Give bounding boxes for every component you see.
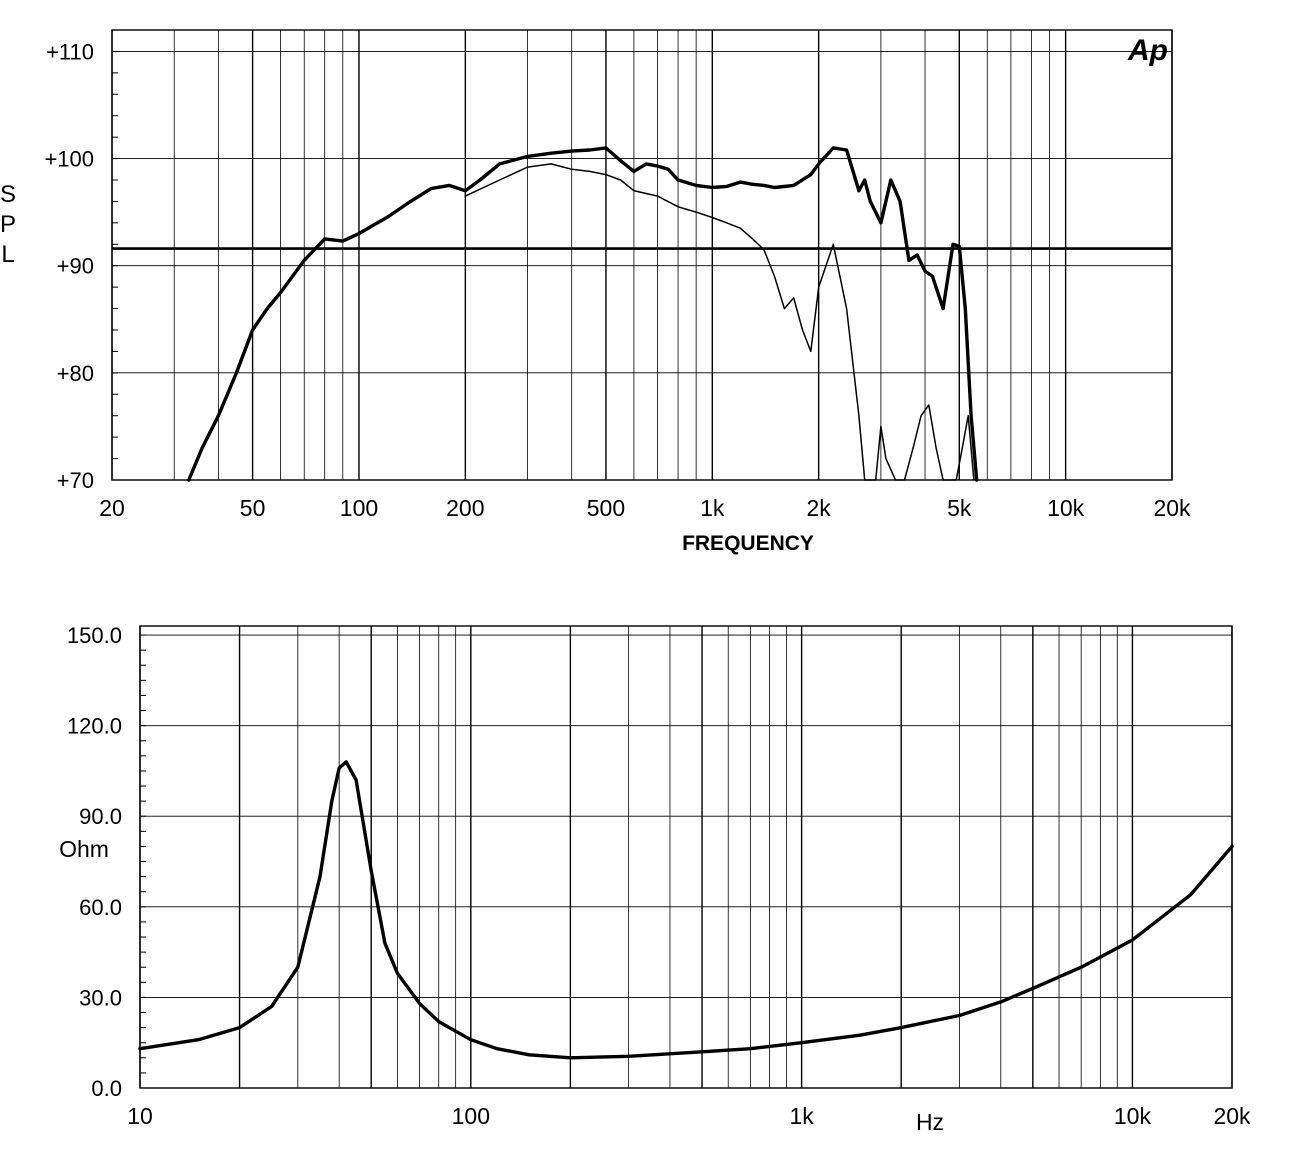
impedance-xlabel: Hz xyxy=(916,1109,944,1135)
impedance-series-line-1 xyxy=(138,760,1234,1060)
impedance-ytick-label: 30.0 xyxy=(79,985,122,1010)
spl-ytick-label: +90 xyxy=(57,254,94,279)
spl-xtick-label: 500 xyxy=(587,495,625,521)
impedance-chart: 10 100 1k 10k 20k 0.0 30.0 60.0 90.0 120.0 150.0 Hz… xyxy=(59,623,1251,1135)
spl-frame xyxy=(111,29,1173,481)
impedance-xtick-label: 10k xyxy=(1114,1103,1152,1129)
impedance-xtick-label: 10 xyxy=(127,1103,153,1129)
impedance-ylabel: Ohm xyxy=(59,836,109,862)
spl-ylabel-letter: L xyxy=(1,241,14,268)
spl-xtick-label: 5k xyxy=(947,495,972,521)
impedance-ytick-label: 90.0 xyxy=(79,804,122,829)
spl-ytick-label: +100 xyxy=(44,147,94,172)
spl-ylabel-letter: P xyxy=(0,211,16,238)
spl-xtick-label: 200 xyxy=(446,495,484,521)
spl-xtick-label: 1k xyxy=(700,495,725,521)
spl-xlabel: FREQUENCY xyxy=(682,532,814,555)
spl-series-line-2 xyxy=(464,163,975,481)
spl-xtick-label: 2k xyxy=(807,495,832,521)
spl-ytick-label: +80 xyxy=(57,361,94,386)
spl-xtick-label: 20 xyxy=(99,495,125,521)
impedance-xtick-label: 100 xyxy=(452,1103,490,1129)
spl-ytick-label: +70 xyxy=(57,468,94,493)
impedance-ytick-label: 120.0 xyxy=(67,714,122,739)
spl-ytick-label: +110 xyxy=(46,39,94,64)
spl-series-line-1 xyxy=(187,146,979,482)
spl-chart: 20 50 100 200 500 1k 2k 5k 10k 20k +70 +80 +90 +100 +1… xyxy=(0,29,1191,555)
impedance-ytick-label: 150.0 xyxy=(67,623,122,648)
impedance-xtick-label: 1k xyxy=(789,1103,814,1129)
ap-logo: Ap xyxy=(1127,34,1168,67)
spl-xtick-label: 50 xyxy=(240,495,266,521)
spl-xtick-label: 20k xyxy=(1153,495,1191,521)
impedance-xtick-label: 20k xyxy=(1213,1103,1251,1129)
impedance-frame xyxy=(139,625,1233,1089)
spl-ylabel-letter: S xyxy=(0,181,16,208)
spl-xtick-label: 100 xyxy=(340,495,378,521)
spl-xtick-label: 10k xyxy=(1047,495,1085,521)
impedance-ytick-label: 60.0 xyxy=(79,895,122,920)
impedance-ytick-label: 0.0 xyxy=(91,1076,122,1101)
